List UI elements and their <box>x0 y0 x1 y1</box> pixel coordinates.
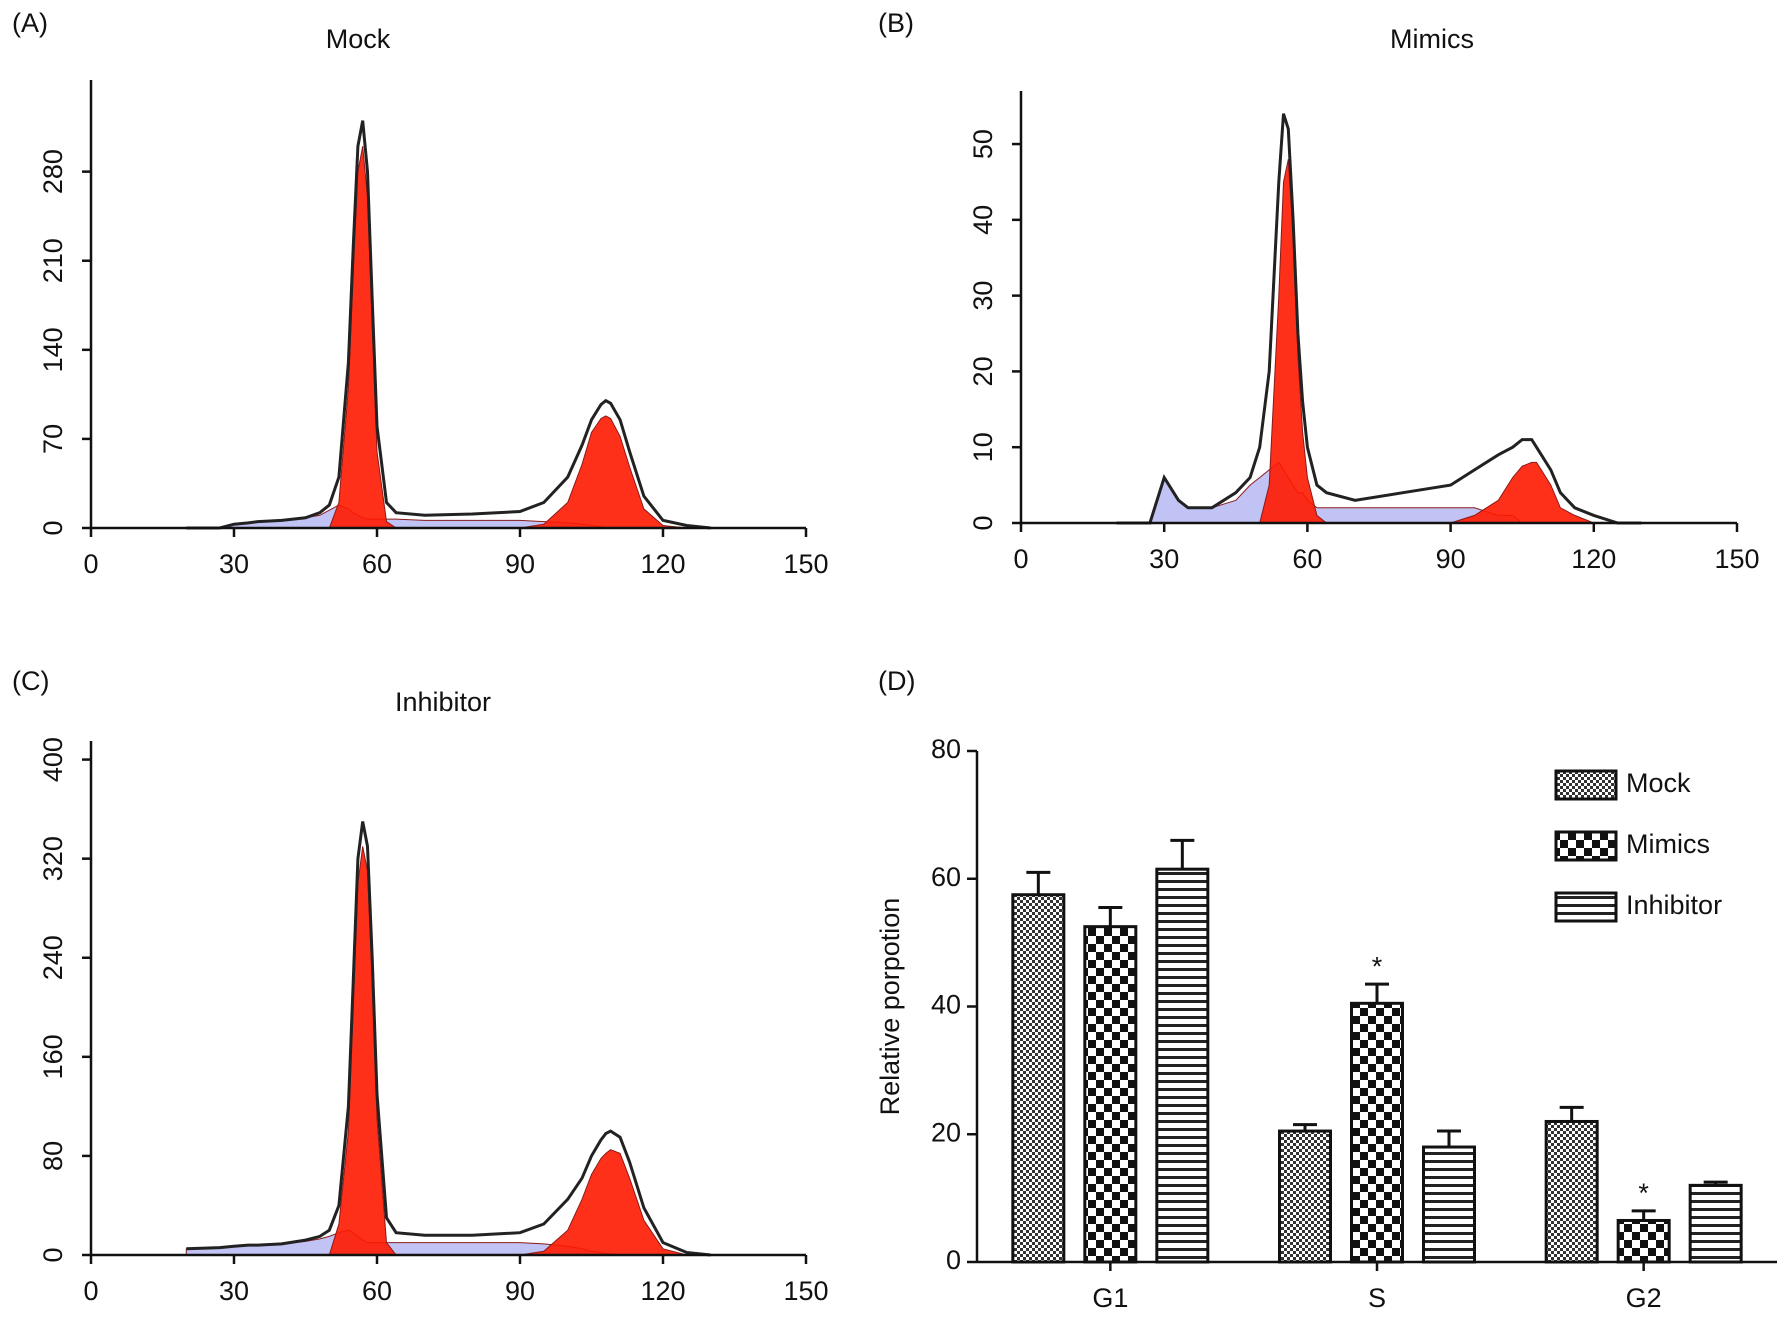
y-tick-label: 50 <box>968 129 998 159</box>
y-tick-label: 140 <box>38 327 68 372</box>
x-tick-label: 90 <box>505 549 535 579</box>
error-bar <box>1170 838 1195 870</box>
x-tick-label: 60 <box>362 549 392 579</box>
bar <box>1422 1145 1476 1264</box>
x-tick-label: 0 <box>1013 544 1028 574</box>
y-tick-label: 320 <box>38 836 68 881</box>
y-tick-label: 160 <box>38 1034 68 1079</box>
x-tick-label: 0 <box>83 549 98 579</box>
y-tick-label: 240 <box>38 935 68 980</box>
panel-label: (B) <box>878 8 914 38</box>
y-tick-label: 0 <box>38 1247 68 1262</box>
legend-label: Inhibitor <box>1626 890 1722 920</box>
bar <box>1616 1218 1671 1264</box>
error-bar <box>1293 1123 1317 1132</box>
panel-label: (D) <box>878 666 915 696</box>
y-tick-label: 0 <box>38 520 68 535</box>
x-tick-label: 150 <box>783 1276 828 1306</box>
peak-area <box>186 415 711 529</box>
error-bar <box>1365 982 1389 1004</box>
x-tick-label: 30 <box>219 1276 249 1306</box>
error-bar <box>1437 1129 1461 1148</box>
bar <box>1544 1119 1599 1264</box>
bar <box>1278 1129 1332 1264</box>
bar <box>1688 1183 1743 1264</box>
peak-area <box>186 146 711 529</box>
legend-label: Mimics <box>1626 829 1710 859</box>
x-tick-label: 30 <box>219 549 249 579</box>
y-tick-label: 70 <box>38 424 68 454</box>
panel-label: (C) <box>12 666 49 696</box>
x-tick-label: G2 <box>1626 1283 1662 1313</box>
y-tick-label: 80 <box>931 734 961 764</box>
legend-swatch <box>1554 830 1618 862</box>
x-tick-label: 120 <box>640 1276 685 1306</box>
error-bar <box>1026 870 1051 895</box>
legend-label: Mock <box>1626 768 1691 798</box>
y-tick-label: 400 <box>38 737 68 782</box>
error-bar <box>1559 1105 1584 1122</box>
bar <box>1350 1001 1404 1264</box>
bar <box>1083 925 1138 1264</box>
y-tick-label: 10 <box>968 432 998 462</box>
y-tick-label: 40 <box>968 205 998 235</box>
x-tick-label: 90 <box>505 1276 535 1306</box>
x-tick-label: 150 <box>783 549 828 579</box>
histogram-line <box>1116 113 1642 525</box>
y-tick-label: 40 <box>931 990 961 1020</box>
error-bar <box>1631 1209 1656 1221</box>
panel-label: (A) <box>12 8 48 38</box>
chart-title: Mock <box>326 24 391 54</box>
bar <box>1155 867 1210 1264</box>
chart-title: Inhibitor <box>395 687 491 717</box>
y-axis-label: Relative porpotion <box>875 898 905 1116</box>
histogram-line <box>186 120 711 530</box>
y-tick-label: 210 <box>38 238 68 283</box>
x-tick-label: 60 <box>1292 544 1322 574</box>
legend-swatch <box>1554 769 1618 801</box>
x-tick-label: 0 <box>83 1276 98 1306</box>
x-tick-label: S <box>1368 1283 1386 1313</box>
bar <box>1011 893 1066 1264</box>
x-tick-label: 150 <box>1714 544 1759 574</box>
y-tick-label: 20 <box>931 1117 961 1147</box>
error-bar <box>1703 1180 1728 1186</box>
y-tick-label: 0 <box>946 1245 961 1275</box>
y-tick-label: 60 <box>931 862 961 892</box>
significance-marker: * <box>1372 951 1383 981</box>
x-tick-label: 30 <box>1149 544 1179 574</box>
chart-title: Mimics <box>1390 24 1474 54</box>
x-tick-label: 120 <box>1571 544 1616 574</box>
x-tick-label: 90 <box>1436 544 1466 574</box>
legend-swatch <box>1554 891 1618 923</box>
peak-area <box>1116 159 1642 524</box>
x-tick-label: 60 <box>362 1276 392 1306</box>
y-tick-label: 30 <box>968 281 998 311</box>
y-tick-label: 20 <box>968 356 998 386</box>
x-tick-label: G1 <box>1092 1283 1128 1313</box>
y-tick-label: 0 <box>968 515 998 530</box>
error-bar <box>1098 905 1123 927</box>
significance-marker: * <box>1638 1178 1649 1208</box>
y-tick-label: 80 <box>38 1141 68 1171</box>
histogram-line <box>186 821 711 1257</box>
y-tick-label: 280 <box>38 149 68 194</box>
x-tick-label: 120 <box>640 549 685 579</box>
